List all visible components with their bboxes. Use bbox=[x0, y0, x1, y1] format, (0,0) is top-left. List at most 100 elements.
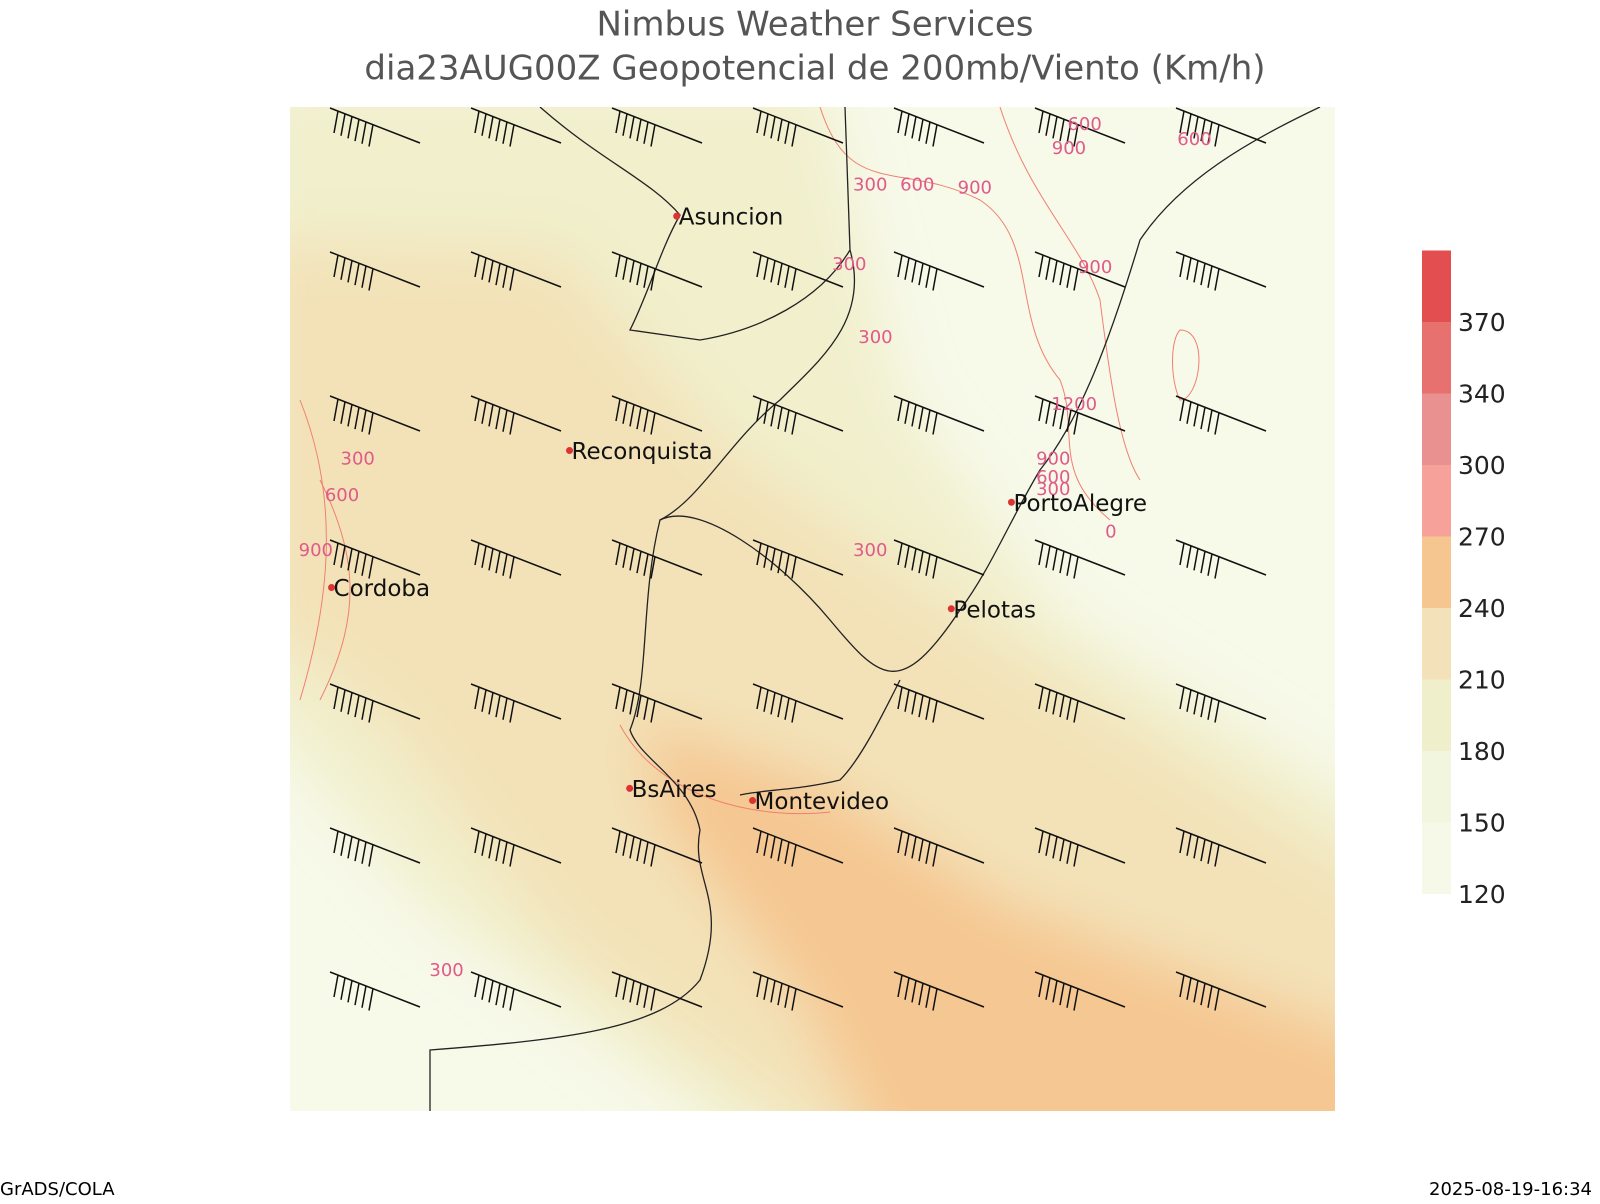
colorbar-label: 120 bbox=[1458, 880, 1506, 909]
wind-barb bbox=[752, 251, 844, 291]
city-dot bbox=[1007, 498, 1015, 506]
wind-barb bbox=[1034, 251, 1126, 291]
city-dot bbox=[328, 583, 336, 591]
contour-label: 300 bbox=[429, 960, 463, 981]
coastline bbox=[429, 107, 1321, 1111]
colorbar: 120 150 180 210 240 270 300 340 370 bbox=[1422, 250, 1506, 909]
wind-barb bbox=[470, 539, 562, 579]
contours bbox=[299, 107, 1200, 815]
contour-label: 600 bbox=[1177, 129, 1211, 150]
contour-label: 300 bbox=[853, 175, 887, 196]
colorbar-box bbox=[1422, 822, 1451, 894]
wind-barb bbox=[470, 827, 562, 867]
contour-label: 300 bbox=[858, 327, 892, 348]
wind-barb bbox=[612, 1116, 702, 1155]
wind-barb bbox=[893, 539, 985, 579]
contour-label: 600 bbox=[1036, 467, 1070, 488]
contour-label: 300 bbox=[341, 449, 375, 470]
colorbar-label: 270 bbox=[1458, 523, 1506, 552]
wind-barb bbox=[1175, 107, 1267, 147]
contour-label: 900 bbox=[1052, 138, 1086, 159]
city-dot bbox=[673, 212, 681, 220]
wind-barb bbox=[611, 251, 703, 291]
wind-barb bbox=[893, 683, 985, 723]
wind-barb bbox=[893, 395, 985, 435]
wind-barb bbox=[470, 971, 562, 1011]
wind-barb bbox=[1176, 1116, 1266, 1155]
contour-label: 300 bbox=[832, 254, 866, 275]
colorbar-box bbox=[1422, 751, 1451, 823]
wind-barb bbox=[611, 971, 703, 1011]
cities: Asuncion Reconquista Cordoba PortoAlegre Pel… bbox=[328, 205, 1147, 815]
wind-barbs bbox=[329, 107, 1267, 1155]
colorbar-box bbox=[1422, 608, 1451, 680]
city-label: Pelotas bbox=[953, 597, 1036, 623]
colorbar-box bbox=[1422, 393, 1451, 465]
colorbar-label: 340 bbox=[1458, 380, 1506, 409]
city-dot bbox=[626, 784, 634, 792]
contour-label: 1200 bbox=[1051, 394, 1097, 415]
wind-barb bbox=[470, 395, 562, 435]
colorbar-label: 300 bbox=[1458, 451, 1506, 480]
wind-barb bbox=[752, 395, 844, 435]
wind-barb bbox=[1034, 683, 1126, 723]
wind-barb bbox=[470, 683, 562, 723]
colorbar-label: 370 bbox=[1458, 308, 1506, 337]
wind-barb bbox=[1175, 971, 1267, 1011]
wind-barb bbox=[894, 1116, 984, 1155]
title: dia23AUG00Z Geopotencial de 200mb/Viento… bbox=[364, 49, 1265, 89]
wind-barb bbox=[893, 971, 985, 1011]
wind-barb bbox=[471, 1116, 561, 1155]
colorbar-box bbox=[1422, 322, 1451, 394]
contour-label: 0 bbox=[1105, 522, 1116, 543]
wind-barb bbox=[611, 539, 703, 579]
contour-label: 600 bbox=[1067, 114, 1101, 135]
city-dot bbox=[749, 797, 757, 805]
footer-left: GrADS/COLA bbox=[0, 1179, 115, 1200]
contour-label: 900 bbox=[958, 178, 992, 199]
city-label: Cordoba bbox=[334, 576, 431, 602]
wind-barb bbox=[1175, 395, 1267, 435]
wind-barb bbox=[1035, 1116, 1125, 1155]
wind-barb bbox=[1034, 395, 1126, 435]
city-label: Asuncion bbox=[679, 205, 784, 231]
contour-label: 300 bbox=[1036, 479, 1070, 500]
wind-barb bbox=[1034, 539, 1126, 579]
contour-label: 600 bbox=[900, 175, 934, 196]
wind-barb bbox=[1175, 539, 1267, 579]
city-label: BsAires bbox=[632, 777, 717, 803]
contour-label: 900 bbox=[1078, 257, 1112, 278]
colorbar-label: 210 bbox=[1458, 666, 1506, 695]
colorbar-label: 180 bbox=[1458, 737, 1506, 766]
wind-barb bbox=[611, 395, 703, 435]
city-label: PortoAlegre bbox=[1013, 491, 1147, 517]
wind-barb bbox=[329, 683, 421, 723]
wind-barb bbox=[1034, 827, 1126, 867]
contour-label: 300 bbox=[853, 540, 887, 561]
wind-barb bbox=[611, 827, 703, 867]
wind-barb bbox=[470, 251, 562, 291]
wind-barb bbox=[329, 395, 421, 435]
contour-label: 900 bbox=[299, 540, 333, 561]
wind-barb bbox=[329, 107, 421, 147]
colorbar-box bbox=[1422, 250, 1451, 322]
city-dot bbox=[566, 447, 574, 455]
title: Nimbus Weather Services bbox=[597, 5, 1034, 45]
wind-barb bbox=[470, 107, 562, 147]
wind-barb bbox=[1175, 251, 1267, 291]
colorbar-label: 150 bbox=[1458, 809, 1506, 838]
wind-barb bbox=[893, 251, 985, 291]
wind-barb bbox=[752, 683, 844, 723]
city-dot bbox=[947, 605, 955, 613]
city-label: Reconquista bbox=[572, 439, 713, 465]
colorbar-box bbox=[1422, 679, 1451, 751]
colorbar-label: 240 bbox=[1458, 594, 1506, 623]
wind-barb bbox=[330, 1116, 420, 1155]
wind-barb bbox=[1034, 107, 1126, 147]
wind-barb bbox=[752, 827, 844, 867]
wind-barb bbox=[752, 971, 844, 1011]
colorbar-box bbox=[1422, 536, 1451, 608]
